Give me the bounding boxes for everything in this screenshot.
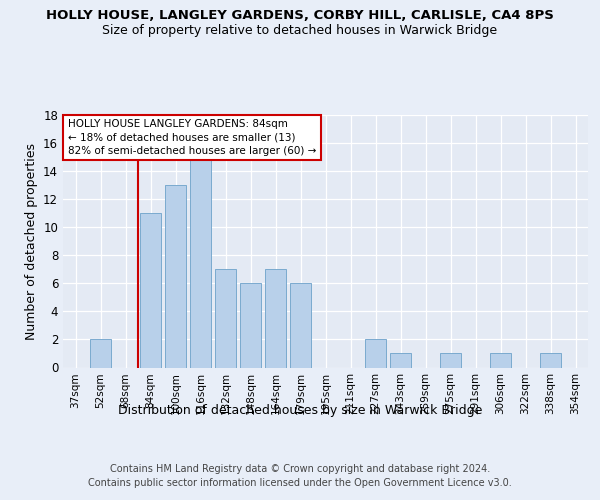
Bar	[240, 284, 261, 368]
Bar	[390, 354, 411, 368]
Y-axis label: Number of detached properties: Number of detached properties	[25, 143, 38, 340]
Bar	[290, 284, 311, 368]
Bar	[215, 270, 236, 368]
Bar	[490, 354, 511, 368]
Text: Contains public sector information licensed under the Open Government Licence v3: Contains public sector information licen…	[88, 478, 512, 488]
Bar	[265, 270, 286, 368]
Bar	[140, 213, 161, 368]
Bar	[540, 354, 561, 368]
Text: Contains HM Land Registry data © Crown copyright and database right 2024.: Contains HM Land Registry data © Crown c…	[110, 464, 490, 474]
Bar	[90, 340, 111, 367]
Text: HOLLY HOUSE, LANGLEY GARDENS, CORBY HILL, CARLISLE, CA4 8PS: HOLLY HOUSE, LANGLEY GARDENS, CORBY HILL…	[46, 9, 554, 22]
Text: Distribution of detached houses by size in Warwick Bridge: Distribution of detached houses by size …	[118, 404, 482, 417]
Text: Size of property relative to detached houses in Warwick Bridge: Size of property relative to detached ho…	[103, 24, 497, 37]
Bar	[165, 185, 186, 368]
Bar	[440, 354, 461, 368]
Bar	[365, 340, 386, 367]
Bar	[190, 157, 211, 368]
Text: HOLLY HOUSE LANGLEY GARDENS: 84sqm
← 18% of detached houses are smaller (13)
82%: HOLLY HOUSE LANGLEY GARDENS: 84sqm ← 18%…	[68, 119, 316, 156]
